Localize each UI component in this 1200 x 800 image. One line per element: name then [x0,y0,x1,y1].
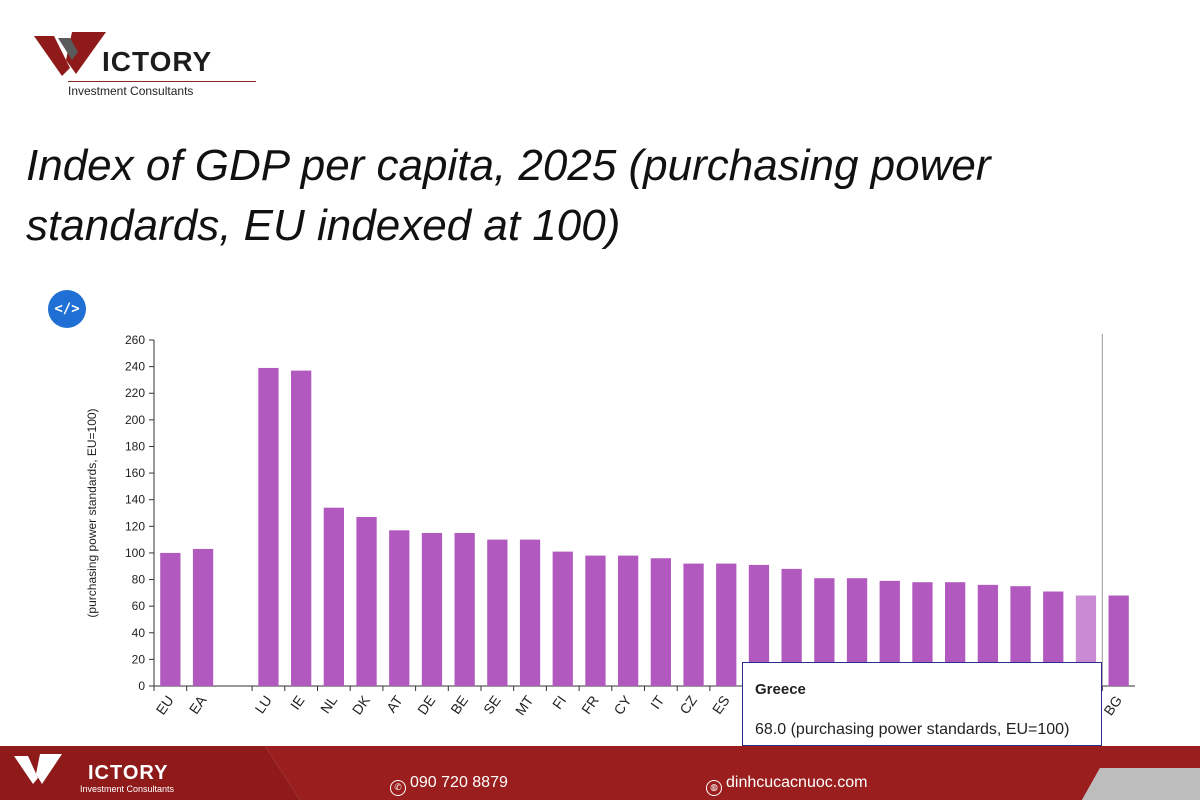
bar [389,530,410,686]
y-tick-label: 160 [125,466,145,480]
bar [977,584,998,686]
embed-code-button[interactable]: </> [48,290,86,328]
footer-bar: ICTORY Investment Consultants ✆ 090 720 8… [0,746,1200,800]
x-tick-label: LU [252,693,275,717]
bar [748,564,770,686]
bar [258,367,279,686]
bar [846,578,868,686]
y-tick-label: 40 [132,626,146,640]
footer-brand-subtitle: Investment Consultants [80,784,175,794]
footer-phone-text: 090 720 8879 [410,774,508,791]
x-tick-label: CY [610,692,635,718]
bar [291,370,312,686]
bar [519,539,541,686]
footer-background [0,746,1200,800]
x-tick-label: AT [383,692,406,715]
x-tick-label: CZ [676,692,700,717]
y-tick-label: 0 [138,679,145,693]
y-tick-label: 100 [125,546,145,560]
bar [781,568,802,686]
y-tick-label: 180 [125,439,145,453]
x-tick-label: FI [549,693,569,712]
bar [1108,595,1129,686]
bar [192,548,214,686]
bar [814,578,835,686]
bar [912,582,933,686]
bar [585,555,606,686]
bar [945,582,966,686]
bar [618,555,639,686]
bar [323,507,344,686]
x-tick-label: ES [709,693,733,717]
x-tick-label: MT [512,692,537,718]
phone-icon: ✆ [390,780,406,796]
brand-underline [68,81,256,82]
y-axis-label: (purchasing power standards, EU=100) [85,408,99,617]
bar [421,532,443,686]
brand-name: ICTORY [102,46,213,77]
x-tick-label: FR [578,693,602,717]
x-tick-label: SE [480,693,504,717]
v-logo-icon [34,32,106,76]
y-tick-label: 80 [132,573,146,587]
y-tick-label: 60 [132,599,146,613]
bar [650,558,671,686]
chart-title: Index of GDP per capita, 2025 (purchasin… [26,141,991,250]
x-tick-label: IE [287,693,308,713]
tooltip-value: 68.0 (purchasing power standards, EU=100… [755,721,1070,738]
bar [1010,586,1031,686]
x-tick-label: NL [317,692,340,716]
y-tick-label: 260 [125,333,145,347]
brand-logo: ICTORY Investment Consultants [32,30,256,98]
tooltip-title: Greece [755,681,806,698]
x-tick-label: DK [349,692,374,718]
y-tick-label: 20 [132,652,146,666]
bar [454,532,475,686]
chart-tooltip: Greece 68.0 (purchasing power standards,… [742,662,1102,746]
footer-brand-name: ICTORY [88,762,169,784]
y-tick-label: 120 [125,519,145,533]
bar [716,563,737,686]
y-tick-label: 140 [125,493,145,507]
x-tick-label: IT [647,692,667,712]
bar [356,516,377,686]
y-tick-label: 220 [125,386,145,400]
bar [487,539,508,686]
bar [552,551,573,686]
x-tick-label: DE [414,693,438,718]
x-tick-label: EU [153,693,177,718]
footer-phone[interactable]: ✆ 090 720 8879 [390,774,508,796]
bar [160,552,181,686]
y-tick-label: 240 [125,360,145,374]
globe-icon: ◍ [706,780,722,796]
footer-website-text: dinhcucacnuoc.com [726,774,868,791]
brand-subtitle: Investment Consultants [68,84,194,98]
x-tick-label: BE [447,693,471,717]
bar [879,580,900,686]
x-tick-label: BG [1100,693,1125,719]
y-tick-label: 200 [125,413,145,427]
x-tick-label: EA [186,692,210,717]
bar [683,563,704,686]
footer-website[interactable]: ◍ dinhcucacnuoc.com [706,774,867,796]
